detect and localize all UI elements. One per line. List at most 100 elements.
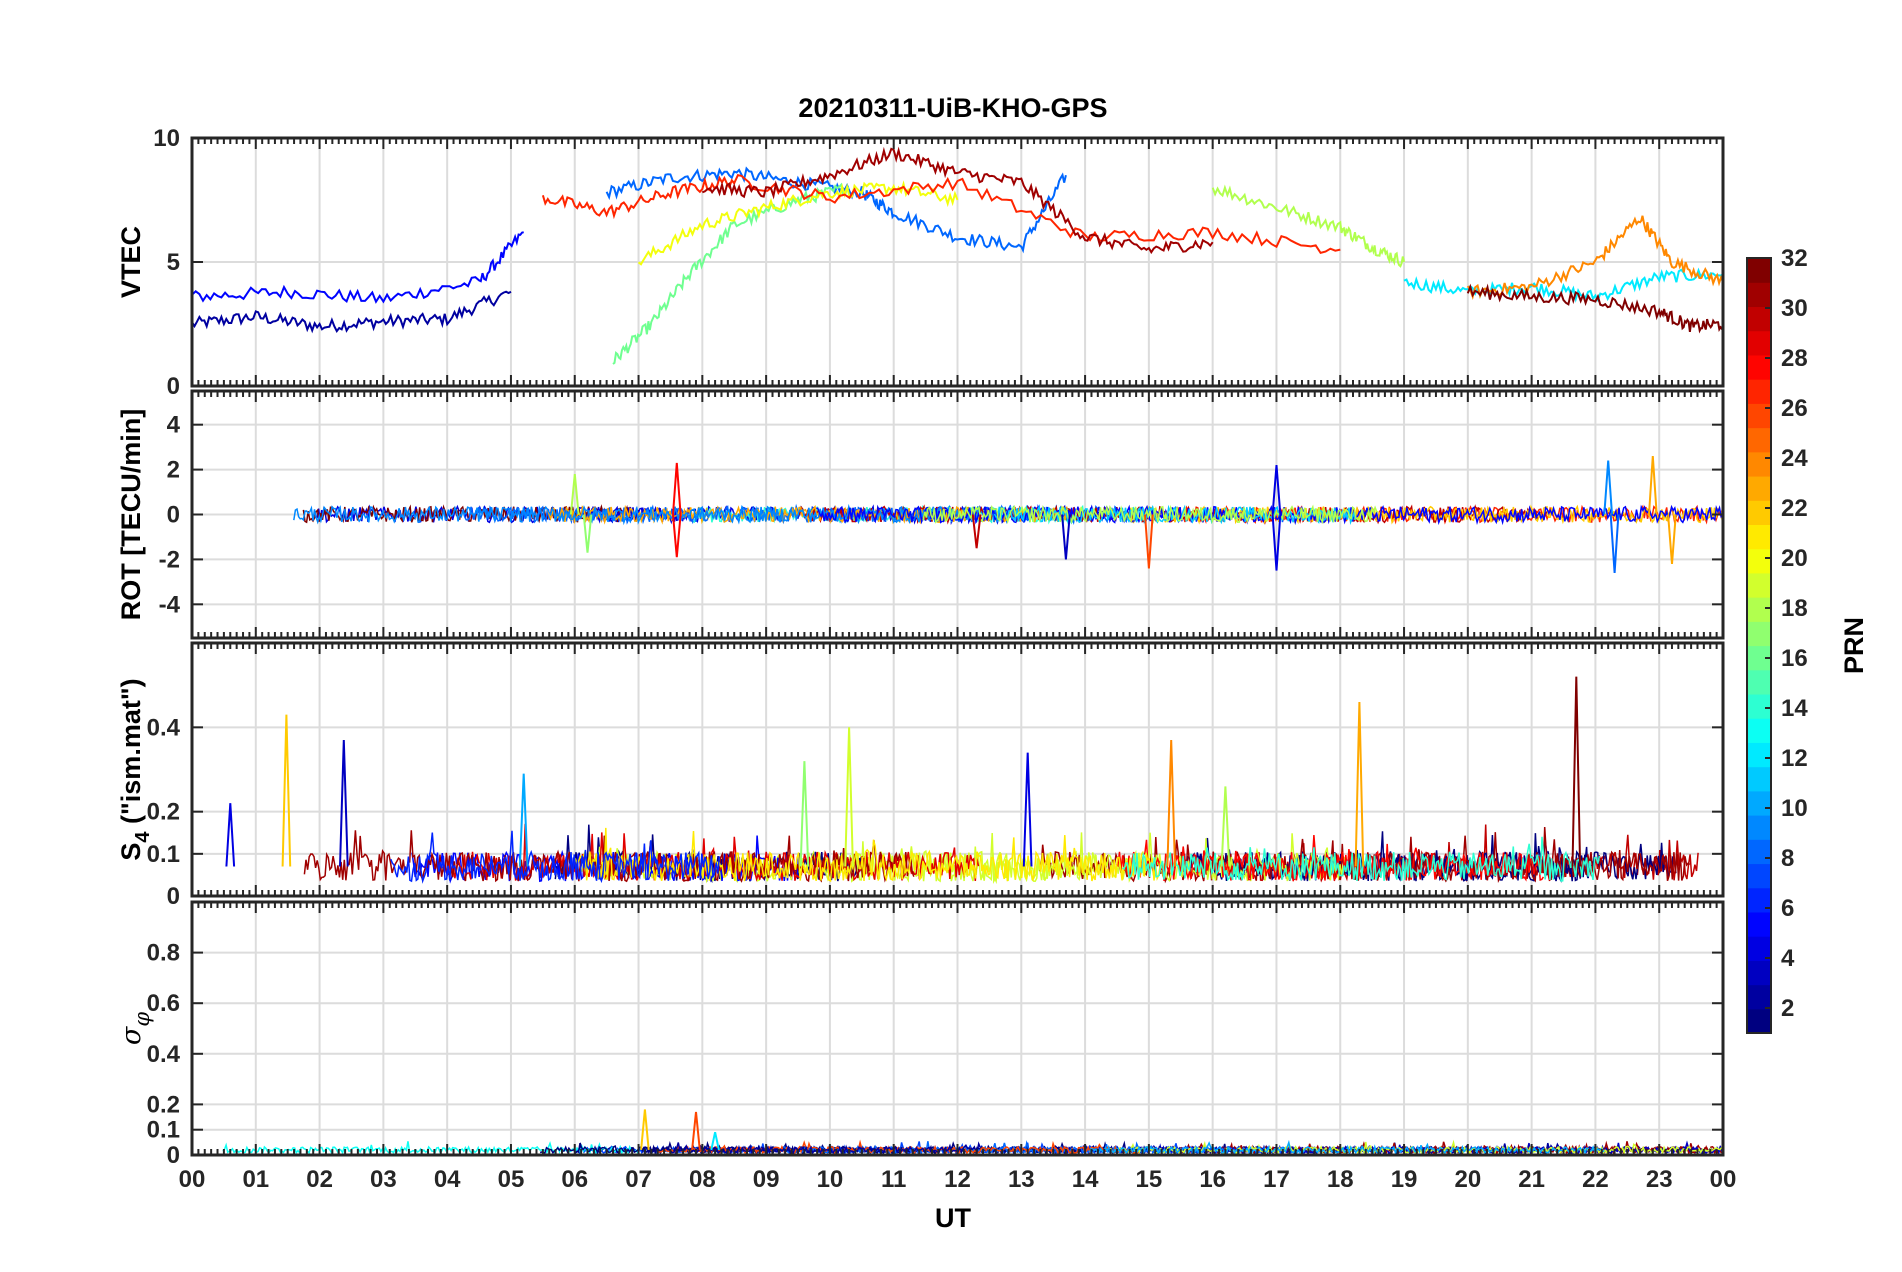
panel-3-data	[225, 676, 1699, 885]
y-tick-label: -4	[159, 591, 181, 618]
noise-trace	[222, 1141, 640, 1156]
y-tick-label: 0.1	[147, 841, 180, 868]
x-tick-label: 12	[944, 1166, 971, 1193]
y-tick-label: 0	[167, 502, 180, 529]
y-tick-label: 2	[167, 457, 180, 484]
panel-2: -4 -2 0 2 4 ROT [TECU/min]	[116, 389, 1725, 640]
y-tick-label: 0	[167, 1142, 180, 1169]
vtec-series-prn-12	[1403, 267, 1724, 303]
colorbar-swatch	[1747, 379, 1771, 404]
x-tick-label: 18	[1327, 1166, 1354, 1193]
noise-trace	[922, 504, 1379, 525]
colorbar-swatch	[1747, 330, 1771, 356]
panel-1-data	[191, 146, 1724, 365]
colorbar-swatch	[1747, 815, 1771, 840]
colorbar-tick-label: 18	[1781, 595, 1808, 622]
colorbar-swatch	[1747, 742, 1771, 768]
y-tick-label: 0	[167, 883, 180, 910]
colorbar-swatch	[1747, 936, 1771, 961]
y-axis-label-panel-3: S4 ("ism.mat")	[116, 678, 154, 860]
x-tick-label: 05	[498, 1166, 525, 1193]
spike-prn-22	[281, 714, 292, 867]
spike-prn-12	[710, 1131, 720, 1151]
colorbar-swatch	[1747, 597, 1771, 622]
colorbar-swatch	[1747, 524, 1771, 550]
x-tick-label: 23	[1646, 1166, 1673, 1193]
vtec-series-prn-5	[191, 231, 524, 304]
colorbar-swatch	[1747, 306, 1771, 332]
colorbar-swatch	[1747, 766, 1771, 792]
panel-4: 00.10.2 0.4 0.6 0.8 σφ 00 01 02 03 04 05 06 07 08 09 10…	[116, 900, 1736, 1193]
spike-prn-17	[799, 761, 810, 867]
spike-prn-4	[225, 803, 236, 867]
colorbar-swatch	[1747, 548, 1771, 574]
spike-prn-4	[1271, 514, 1282, 571]
colorbar-tick-label: 32	[1781, 245, 1808, 272]
colorbar-swatch	[1747, 863, 1771, 889]
y-tick-label: 0.4	[147, 714, 181, 741]
colorbar-tick-label: 16	[1781, 645, 1808, 672]
spike-prn-19	[844, 727, 854, 867]
colorbar-swatch	[1747, 621, 1771, 647]
x-tick-label: 17	[1263, 1166, 1290, 1193]
y-axis-label-panel-4: σφ	[116, 1012, 154, 1045]
y-tick-label: 0.4	[147, 1041, 181, 1068]
vtec-series-prn-24	[1466, 215, 1724, 301]
x-tick-label: 14	[1072, 1166, 1099, 1193]
y-tick-label: -2	[159, 546, 180, 573]
y-tick-label: 5	[167, 249, 180, 276]
colorbar-swatch	[1747, 718, 1771, 743]
panel-1: 0 5 10 VTEC	[116, 125, 1725, 400]
colorbar-tick-label: 12	[1781, 745, 1808, 772]
x-tick-label: 22	[1582, 1166, 1609, 1193]
x-tick-label: 02	[306, 1166, 333, 1193]
colorbar-swatch	[1747, 669, 1771, 695]
noise-trace	[1122, 836, 1601, 882]
vtec-series-prn-2	[191, 290, 512, 334]
x-tick-label: 10	[817, 1166, 844, 1193]
vtec-series-prn-18	[1211, 184, 1405, 268]
colorbar-tick-label: 10	[1781, 795, 1808, 822]
x-tick-label: 08	[689, 1166, 716, 1193]
colorbar-swatch	[1747, 427, 1771, 453]
x-tick-label: 21	[1518, 1166, 1545, 1193]
vtec-series-prn-8	[605, 166, 1067, 254]
spike-prn-26	[691, 1111, 701, 1151]
y-tick-label: 0.8	[147, 940, 180, 967]
vtec-series-prn-27	[541, 173, 1341, 255]
y-axis-label-panel-2: ROT [TECU/min]	[116, 409, 146, 620]
y-tick-label: 4	[167, 412, 181, 439]
y-tick-label: 0.2	[147, 799, 180, 826]
colorbar-tick-label: 26	[1781, 395, 1808, 422]
x-tick-label: 09	[753, 1166, 780, 1193]
colorbar-swatch	[1747, 960, 1771, 986]
spike-prn-18	[1220, 786, 1231, 867]
x-tick-label: 13	[1008, 1166, 1035, 1193]
x-tick-label: 04	[434, 1166, 461, 1193]
x-tick-label: 01	[242, 1166, 269, 1193]
colorbar-swatch	[1747, 451, 1771, 477]
colorbar-tick-label: 28	[1781, 345, 1808, 372]
spike-prn-23	[1648, 456, 1658, 515]
x-tick-label: 07	[625, 1166, 652, 1193]
spike-prn-28	[672, 514, 682, 558]
x-tick-label: 16	[1199, 1166, 1226, 1193]
y-tick-label: 10	[153, 125, 180, 152]
spike-prn-17	[582, 514, 593, 553]
x-tick-label: 20	[1454, 1166, 1481, 1193]
colorbar-swatch	[1747, 500, 1771, 526]
colorbar-swatch	[1747, 572, 1771, 598]
vtec-series-prn-16	[612, 182, 850, 365]
y-tick-label: 0.2	[147, 1091, 180, 1118]
colorbar-label: PRN	[1839, 617, 1869, 674]
colorbar-tick-label: 8	[1781, 845, 1794, 872]
spike-prn-10	[518, 773, 529, 867]
x-tick-label: 03	[370, 1166, 397, 1193]
colorbar-swatch	[1747, 693, 1771, 719]
spike-prn-32	[1571, 676, 1582, 867]
spike-prn-22	[640, 1109, 650, 1150]
chart-title: 20210311-UiB-KHO-GPS	[798, 93, 1107, 123]
colorbar-frame	[1746, 257, 1772, 1034]
